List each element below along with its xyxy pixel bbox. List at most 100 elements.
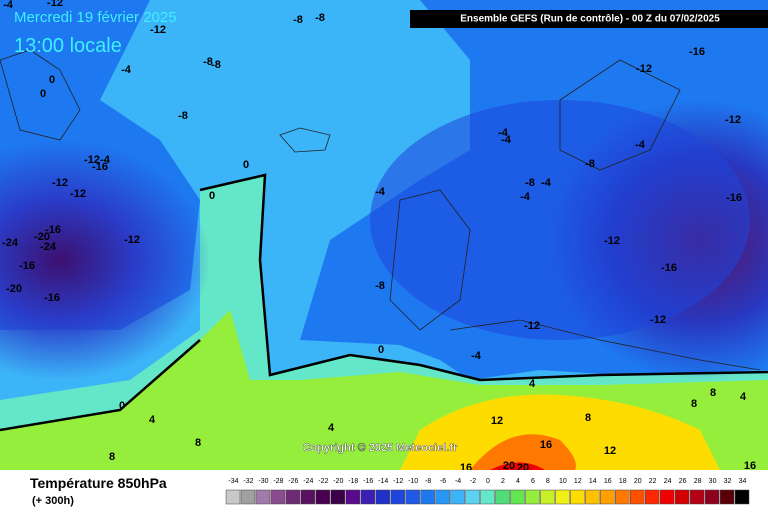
contour-label: 8 [691,398,697,410]
scale-label: 8 [546,478,550,485]
scale-swatch [345,489,360,505]
scale-swatch [689,489,705,505]
region-hot [400,394,720,470]
scale-swatch [420,489,435,505]
zero-isotherm [0,339,201,432]
scale-label: -32 [243,478,253,485]
scale-label: -20 [333,478,343,485]
scale-swatch [480,489,495,505]
scale-label: -12 [393,478,403,485]
contour-label: -12 [124,234,140,246]
contour-label: 8 [109,451,115,463]
scale-swatch [255,489,271,505]
scale-label: 12 [574,478,582,485]
contour-label: -12 [84,154,100,166]
scale-swatch [555,489,570,505]
scale-swatch [435,489,450,505]
contour-label: -20 [6,283,22,295]
contour-label: -16 [44,292,60,304]
contour-label: -8 [293,14,303,26]
local-time: 13:00 locale [14,35,122,57]
scale-swatch [540,489,555,505]
contour-label: -4 [375,186,386,198]
scale-label: -34 [228,478,238,485]
scale-swatch [240,489,256,505]
contour-label: 20 [503,460,515,472]
contour-label: -8 [211,59,221,71]
contour-label: -8 [375,280,385,292]
contour-label: 12 [604,445,616,457]
scale-label: 18 [619,478,627,485]
coastlines [0,49,761,371]
copyright: Copyright © 2025 Meteociel.fr [303,442,459,454]
scale-label: -16 [363,478,373,485]
scale-swatch [300,489,316,505]
color-scale: -34 -32 -30 -28 -26 -24 -22 -20 -18 -16 -14 -12 -10-… [225,478,750,505]
footer-lead: (+ 300h) [32,495,74,507]
scale-swatch [510,489,525,505]
scale-label: -14 [378,478,388,485]
scale-label: -28 [273,478,283,485]
contour-label: -16 [689,46,705,58]
scale-swatch [719,489,735,505]
scale-label: 28 [694,478,702,485]
date: Mercredi 19 février 2025 [14,9,177,26]
scale-label: 10 [559,478,567,485]
contour-label: -16 [726,192,742,204]
scale-label: 14 [589,478,597,485]
footer-title: Température 850hPa [30,475,167,491]
contour-label: -8 [315,12,325,24]
contour-label: -12 [650,314,666,326]
scale-label: 24 [664,478,672,485]
contour-label: 4 [740,391,747,403]
contour-label: 0 [378,344,384,356]
contour-label: 0 [243,159,249,171]
scale-label: -2 [470,478,476,485]
scale-label: -30 [258,478,268,485]
contour-label: -12 [52,177,68,189]
contour-label: 0 [209,190,215,202]
scale-swatch [330,489,346,505]
contour-label: 16 [540,439,552,451]
contour-label: -24 [40,241,57,253]
region-hotter [470,434,576,470]
run-info: Ensemble GEFS (Run de contrôle) - 00 Z d… [460,14,720,25]
scale-label: 2 [501,478,505,485]
scale-swatch [390,489,405,505]
contour-label: 8 [710,387,716,399]
contour-label: -4 [635,139,646,151]
scale-label: 30 [709,478,717,485]
scale-label: 4 [516,478,520,485]
contour-label: 4 [529,378,536,390]
scale-label: -6 [440,478,446,485]
contour-label: -8 [203,56,213,68]
region-hottest [490,462,545,470]
scale-swatch [734,489,750,505]
scale-label: -4 [455,478,461,485]
contour-label: 0 [40,88,46,100]
scale-swatch [225,489,241,505]
contour-label: -16 [92,161,108,173]
scale-label: -10 [408,478,418,485]
contour-label: 0 [119,400,125,412]
contour-label: 4 [328,422,335,434]
scale-swatch [644,489,660,505]
scale-swatch [465,489,480,505]
scale-swatch [659,489,675,505]
contour-label: -12 [47,0,63,9]
contour-label: -4 [121,64,132,76]
scale-label: 34 [739,478,747,485]
contour-label: -20 [34,231,50,243]
scale-label: 22 [649,478,657,485]
contour-label: -4 [541,177,552,189]
scale-label: 0 [486,478,490,485]
cold-pool-west [0,140,210,380]
scale-label: -26 [288,478,298,485]
scale-label: 6 [531,478,535,485]
contour-label: -4 [520,191,531,203]
contour-label: 16 [744,460,756,472]
scale-swatch [704,489,720,505]
contour-label: -8 [178,110,188,122]
scale-swatch [360,489,375,505]
